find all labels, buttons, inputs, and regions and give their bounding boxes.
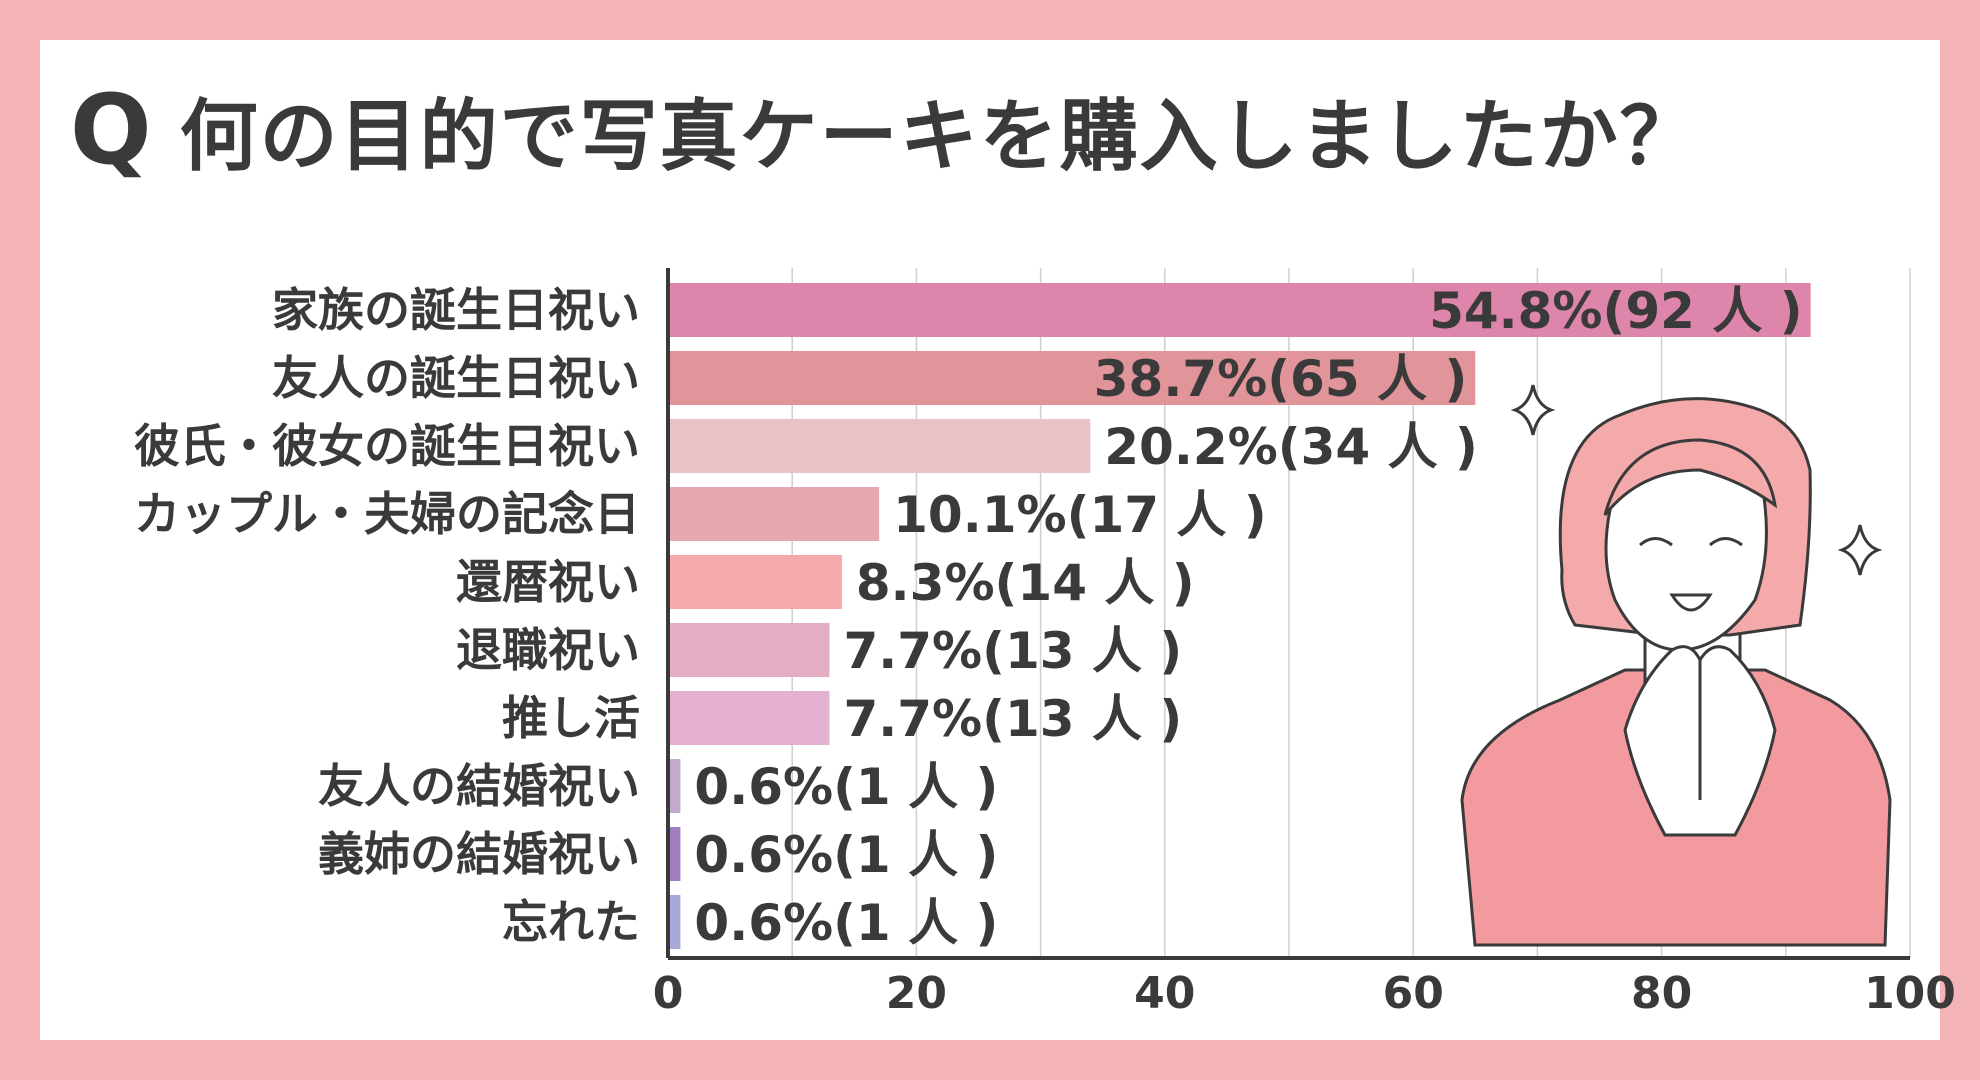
category-label: 退職祝い — [456, 623, 640, 677]
question-mark-label: Q — [70, 74, 152, 186]
bar — [668, 351, 1476, 405]
closed-eye — [1709, 537, 1743, 547]
category-label: 義姉の結婚祝い — [318, 827, 640, 881]
bar — [668, 759, 681, 813]
category-label: 還暦祝い — [456, 555, 640, 609]
category-label: 家族の誕生日祝い — [272, 283, 640, 337]
bar — [668, 419, 1091, 473]
bar — [668, 895, 681, 949]
x-tick-label: 60 — [1383, 968, 1444, 1019]
bar — [668, 487, 880, 541]
value-labels: 54.8%(92 人 ) 38.7%(65 人 ) 20.2%(34 人 ) 10.1… — [694, 282, 1802, 952]
category-label: 友人の誕生日祝い — [272, 351, 640, 405]
x-tick-label: 20 — [886, 968, 947, 1019]
category-label: 推し活 — [502, 691, 640, 745]
value-label: 8.3%(14 人 ) — [856, 554, 1195, 612]
value-label: 20.2%(34 人 ) — [1104, 418, 1478, 476]
x-tick-labels: 0 20 40 60 80 100 — [653, 968, 1956, 1019]
x-tick-label: 40 — [1134, 968, 1195, 1019]
category-label: 忘れた — [502, 895, 640, 949]
value-label: 7.7%(13 人 ) — [843, 622, 1182, 680]
category-label: 友人の結婚祝い — [318, 759, 640, 813]
page-title: Q 何の目的で写真ケーキを購入しましたか？ — [70, 70, 1920, 190]
value-label: 54.8%(92 人 ) — [1429, 282, 1803, 340]
sparkle-icon — [1837, 524, 1883, 576]
value-label: 0.6%(1 人 ) — [694, 826, 998, 884]
x-tick-label: 100 — [1864, 968, 1956, 1019]
value-label: 7.7%(13 人 ) — [843, 690, 1182, 748]
smile-mouth — [1669, 593, 1713, 612]
value-label: 0.6%(1 人 ) — [694, 894, 998, 952]
sparkle-icon — [1510, 384, 1556, 436]
bar — [668, 623, 830, 677]
value-label: 10.1%(17 人 ) — [893, 486, 1267, 544]
bars — [668, 283, 1811, 949]
smiling-woman-illustration — [1460, 384, 1892, 947]
x-tick-label: 0 — [653, 968, 684, 1019]
category-label: 彼氏・彼女の誕生日祝い — [134, 419, 640, 473]
bar — [668, 691, 830, 745]
value-label: 38.7%(65 人 ) — [1094, 350, 1468, 408]
category-label: カップル・夫婦の記念日 — [134, 487, 640, 541]
x-tick-label: 80 — [1631, 968, 1692, 1019]
closed-eye — [1639, 537, 1673, 547]
hair-fringe — [1603, 438, 1778, 516]
question-text: 何の目的で写真ケーキを購入しましたか？ — [179, 92, 1700, 182]
bar — [668, 827, 681, 881]
bar — [668, 555, 842, 609]
category-labels: 家族の誕生日祝い友人の誕生日祝い彼氏・彼女の誕生日祝いカップル・夫婦の記念日還暦… — [134, 283, 640, 949]
bar — [668, 283, 1811, 337]
value-label: 0.6%(1 人 ) — [694, 758, 998, 816]
